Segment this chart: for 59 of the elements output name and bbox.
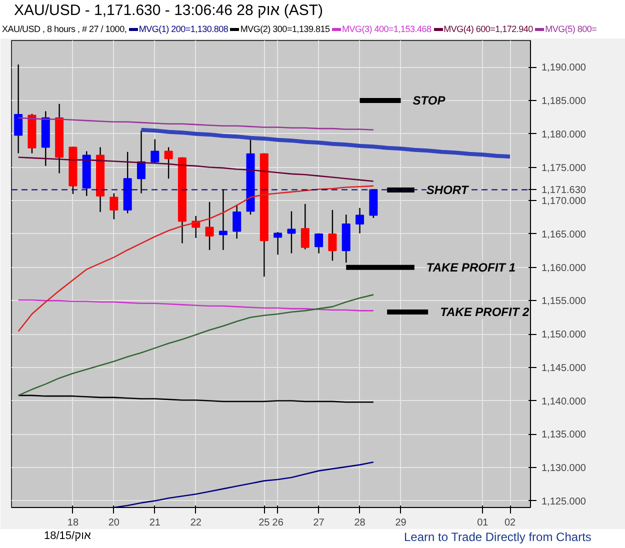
y-tick-label: 1,180.000: [542, 129, 586, 140]
legend-label: MVG(2) 300=1,139.815: [240, 24, 330, 34]
x-tick-label: 21: [149, 518, 161, 528]
x-tick-label: 20: [108, 518, 120, 528]
x-tick-label: 25: [258, 518, 270, 528]
text: 18/15/אוק: [44, 529, 91, 544]
series-label: SHORT: [426, 182, 470, 197]
chart-subtitle: XAU/USD , 8 hours , # 27 / 1000,: [2, 24, 127, 34]
candlestick: [164, 146, 173, 180]
text: Learn to Trade Directly from Charts: [404, 529, 592, 546]
line-series: [139, 128, 512, 159]
y-tick-label: 1,160.000: [542, 262, 586, 274]
y-tick-label: 1,170.000: [542, 196, 586, 208]
candlestick: [110, 192, 118, 220]
candlestick: [287, 210, 296, 254]
x-tick-label: 28: [354, 518, 366, 528]
y-tick-label: 1,165.000: [542, 229, 586, 240]
x-tick-label: 18: [67, 518, 79, 528]
candlestick: [314, 232, 324, 254]
series-label: STOP: [412, 94, 446, 108]
line-series: [18, 185, 374, 332]
x-tick-label: 29: [395, 518, 407, 528]
y-tick-label: 1,140.000: [542, 396, 586, 408]
candlestick: [232, 204, 242, 240]
ref-line-label: 1,171.630: [542, 185, 586, 196]
legend-label: MVG(1) 200=1,130.808: [138, 24, 228, 34]
line-series: [18, 394, 374, 403]
candlestick: [218, 188, 228, 251]
line-series: [18, 294, 374, 396]
line-series: [113, 461, 374, 508]
y-tick-label: 1,175.000: [542, 162, 586, 174]
y-tick-label: 1,130.000: [542, 462, 586, 474]
series-label: TAKE PROFIT 1: [426, 260, 516, 274]
y-tick-label: 1,150.000: [542, 330, 586, 341]
candlestick: [328, 209, 337, 262]
candlestick: [274, 231, 282, 256]
candlestick: [205, 201, 214, 251]
y-tick-label: 1,125.000: [542, 496, 586, 508]
x-tick-label: 01: [477, 518, 489, 528]
legend-label: MVG(5) 800=: [545, 24, 597, 34]
legend-label: MVG(4) 600=1,172.940: [444, 24, 533, 34]
chart-title: XAU/USD - 1,171.630 - 13:06:46 28 אוק (AST): [13, 1, 324, 21]
series-label: TAKE PROFIT 2: [440, 305, 530, 320]
y-tick-label: 1,185.000: [542, 96, 586, 108]
line-series: [18, 299, 374, 312]
y-tick-label: 1,190.000: [542, 62, 586, 74]
y-tick-label: 1,135.000: [542, 430, 586, 441]
y-tick-label: 1,155.000: [542, 296, 586, 308]
y-tick-label: 1,145.000: [542, 362, 586, 374]
x-tick-label: 26: [272, 518, 284, 528]
candlestick: [14, 64, 23, 154]
candlestick: [356, 207, 364, 234]
candlestick: [136, 130, 146, 194]
candlestick: [300, 203, 310, 250]
x-tick-label: 27: [313, 518, 325, 528]
legend-label: MVG(3) 400=1,153.468: [342, 24, 432, 34]
candlestick: [150, 138, 160, 164]
x-tick-label: 22: [190, 518, 202, 528]
x-tick-label: 02: [504, 518, 516, 528]
